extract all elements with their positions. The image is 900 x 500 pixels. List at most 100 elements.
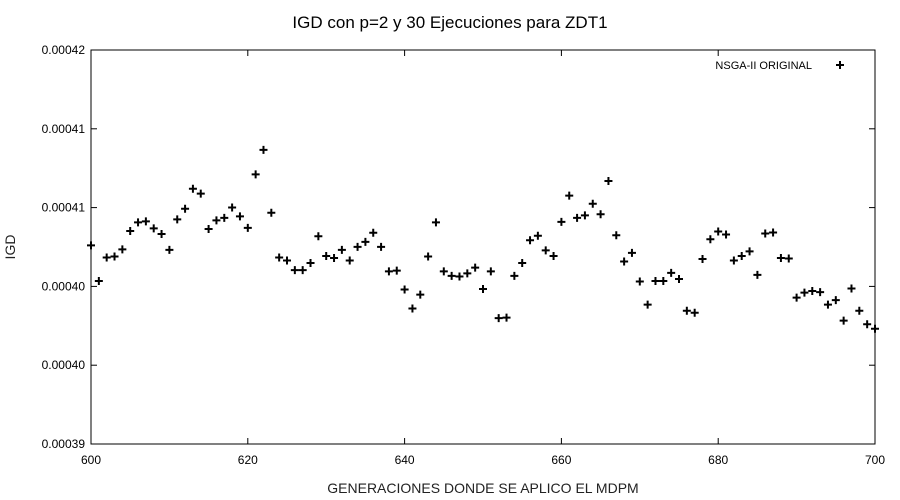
data-point — [682, 306, 691, 315]
data-point — [479, 285, 487, 294]
data-point — [243, 223, 252, 232]
y-tick-label: 0.00040 — [42, 358, 86, 372]
data-point — [698, 254, 707, 263]
data-point — [267, 208, 276, 217]
data-point — [651, 276, 660, 285]
data-point — [149, 224, 158, 233]
data-point — [667, 268, 676, 277]
data-point — [753, 270, 762, 279]
data-point — [761, 229, 770, 238]
data-point — [298, 266, 307, 275]
data-point — [259, 145, 268, 154]
data-point — [659, 276, 668, 285]
data-point — [228, 203, 237, 212]
data-point — [620, 257, 629, 266]
y-tick-label: 0.00039 — [42, 437, 86, 451]
data-point — [643, 300, 652, 309]
data-point — [690, 308, 699, 317]
data-point — [314, 232, 323, 241]
x-tick-label: 600 — [81, 453, 101, 467]
data-point — [502, 313, 511, 322]
data-point — [353, 242, 362, 251]
data-point — [165, 245, 174, 254]
data-point — [784, 254, 793, 263]
x-axis-label: GENERACIONES DONDE SE APLICO EL MDPM — [327, 480, 638, 496]
data-point — [847, 284, 856, 293]
data-point — [118, 245, 127, 254]
data-point — [823, 300, 832, 309]
data-point — [518, 259, 527, 268]
data-point — [306, 259, 315, 268]
data-point — [863, 320, 872, 329]
data-point — [439, 267, 448, 276]
data-point — [588, 199, 597, 208]
legend: NSGA-II ORIGINAL — [715, 60, 844, 72]
data-point — [612, 231, 621, 240]
data-point — [212, 216, 221, 225]
data-point — [871, 324, 879, 333]
data-point — [533, 231, 542, 240]
data-point — [816, 288, 825, 297]
data-point — [557, 217, 566, 226]
data-point — [580, 211, 589, 220]
data-point — [157, 229, 166, 238]
data-point — [431, 218, 440, 227]
data-point — [173, 215, 182, 224]
data-point — [196, 189, 205, 198]
data-point — [322, 251, 331, 260]
data-point — [596, 210, 605, 219]
data-point — [377, 242, 386, 251]
data-point — [447, 271, 456, 280]
data-point — [275, 253, 284, 262]
data-point — [565, 191, 574, 200]
chart-title: IGD con p=2 y 30 Ejecuciones para ZDT1 — [292, 13, 607, 32]
data-point — [675, 274, 683, 283]
data-point — [541, 246, 550, 255]
data-point — [776, 253, 785, 262]
data-point — [573, 213, 582, 222]
x-tick-label: 640 — [395, 453, 415, 467]
data-point — [494, 314, 503, 323]
data-point — [345, 256, 354, 265]
data-point — [204, 224, 213, 233]
data-point — [408, 304, 417, 313]
y-tick-label: 0.00042 — [42, 43, 86, 57]
data-point — [400, 285, 409, 294]
data-point — [808, 287, 817, 296]
data-point — [102, 253, 111, 262]
data-point — [745, 247, 754, 256]
data-point — [220, 213, 229, 222]
data-point — [188, 184, 197, 193]
x-tick-label: 660 — [551, 453, 571, 467]
y-axis: 0.00039 0.00040 0.00040 0.00041 0.00041 0.000… — [42, 43, 875, 451]
y-tick-label: 0.00040 — [42, 279, 86, 293]
data-point — [855, 306, 864, 315]
data-point — [769, 228, 778, 237]
legend-label: NSGA-II ORIGINAL — [715, 60, 812, 72]
data-point — [471, 263, 480, 272]
x-axis: 600 620 640 660 680 700 — [81, 50, 885, 467]
data-point — [706, 235, 715, 244]
data-point — [486, 267, 495, 276]
series-points — [87, 145, 879, 333]
data-point — [604, 176, 613, 185]
data-point — [235, 212, 244, 221]
data-point — [337, 245, 346, 254]
x-tick-label: 700 — [865, 453, 885, 467]
data-point — [831, 296, 840, 305]
data-point — [635, 277, 644, 286]
data-point — [283, 256, 291, 265]
data-point — [800, 288, 809, 297]
y-axis-label: IGD — [2, 235, 18, 260]
data-point — [361, 237, 370, 246]
data-point — [251, 170, 260, 179]
data-point — [87, 241, 95, 250]
x-tick-label: 620 — [238, 453, 258, 467]
data-point — [290, 266, 299, 275]
data-point — [737, 251, 746, 260]
data-point — [839, 316, 848, 325]
data-point — [549, 251, 558, 260]
data-point — [424, 252, 433, 261]
data-point — [714, 227, 723, 236]
y-tick-label: 0.00041 — [42, 201, 86, 215]
